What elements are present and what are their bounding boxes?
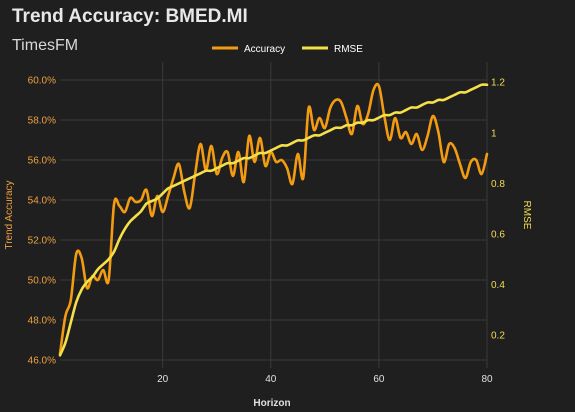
- y-right-tick-label: 1: [491, 128, 497, 139]
- x-tick-label: 80: [481, 374, 493, 385]
- x-tick-label: 40: [265, 374, 277, 385]
- y-right-tick-label: 0.8: [491, 179, 505, 190]
- x-tick-label: 20: [157, 374, 169, 385]
- y-left-tick-label: 52.0%: [28, 236, 56, 247]
- y-left-tick-label: 60.0%: [28, 76, 56, 87]
- series-lines: [58, 82, 489, 357]
- series-line-rmse: [58, 83, 489, 357]
- y-right-tick-label: 0.6: [491, 229, 505, 240]
- legend: Accuracy RMSE: [212, 44, 363, 55]
- y-right-tick-label: 0.2: [491, 331, 505, 342]
- y-axis-right-label: RMSE: [521, 201, 532, 230]
- chart-title: Trend Accuracy: BMED.MI: [12, 6, 248, 27]
- y-left-tick-label: 54.0%: [28, 196, 56, 207]
- y-right-tick-label: 0.4: [491, 280, 505, 291]
- y-left-tick-label: 58.0%: [28, 116, 56, 127]
- series-line-accuracy: [58, 82, 489, 356]
- y-left-tick-label: 56.0%: [28, 156, 56, 167]
- grid: [60, 62, 488, 368]
- chart-subtitle: TimesFM: [12, 37, 79, 54]
- y-axis-left-label: Trend Accuracy: [4, 180, 15, 249]
- legend-label-accuracy: Accuracy: [244, 44, 285, 55]
- y-left-tick-label: 50.0%: [28, 276, 56, 287]
- y-left-tick-label: 46.0%: [28, 356, 56, 367]
- y-left-tick-label: 48.0%: [28, 316, 56, 327]
- legend-label-rmse: RMSE: [334, 44, 363, 55]
- ticks: 46.0% 48.0% 50.0% 52.0% 54.0% 56.0% 58.0% 60.0%…: [28, 76, 506, 386]
- x-tick-label: 60: [373, 374, 385, 385]
- x-axis-label: Horizon: [253, 398, 290, 409]
- y-right-tick-label: 1.2: [491, 78, 505, 89]
